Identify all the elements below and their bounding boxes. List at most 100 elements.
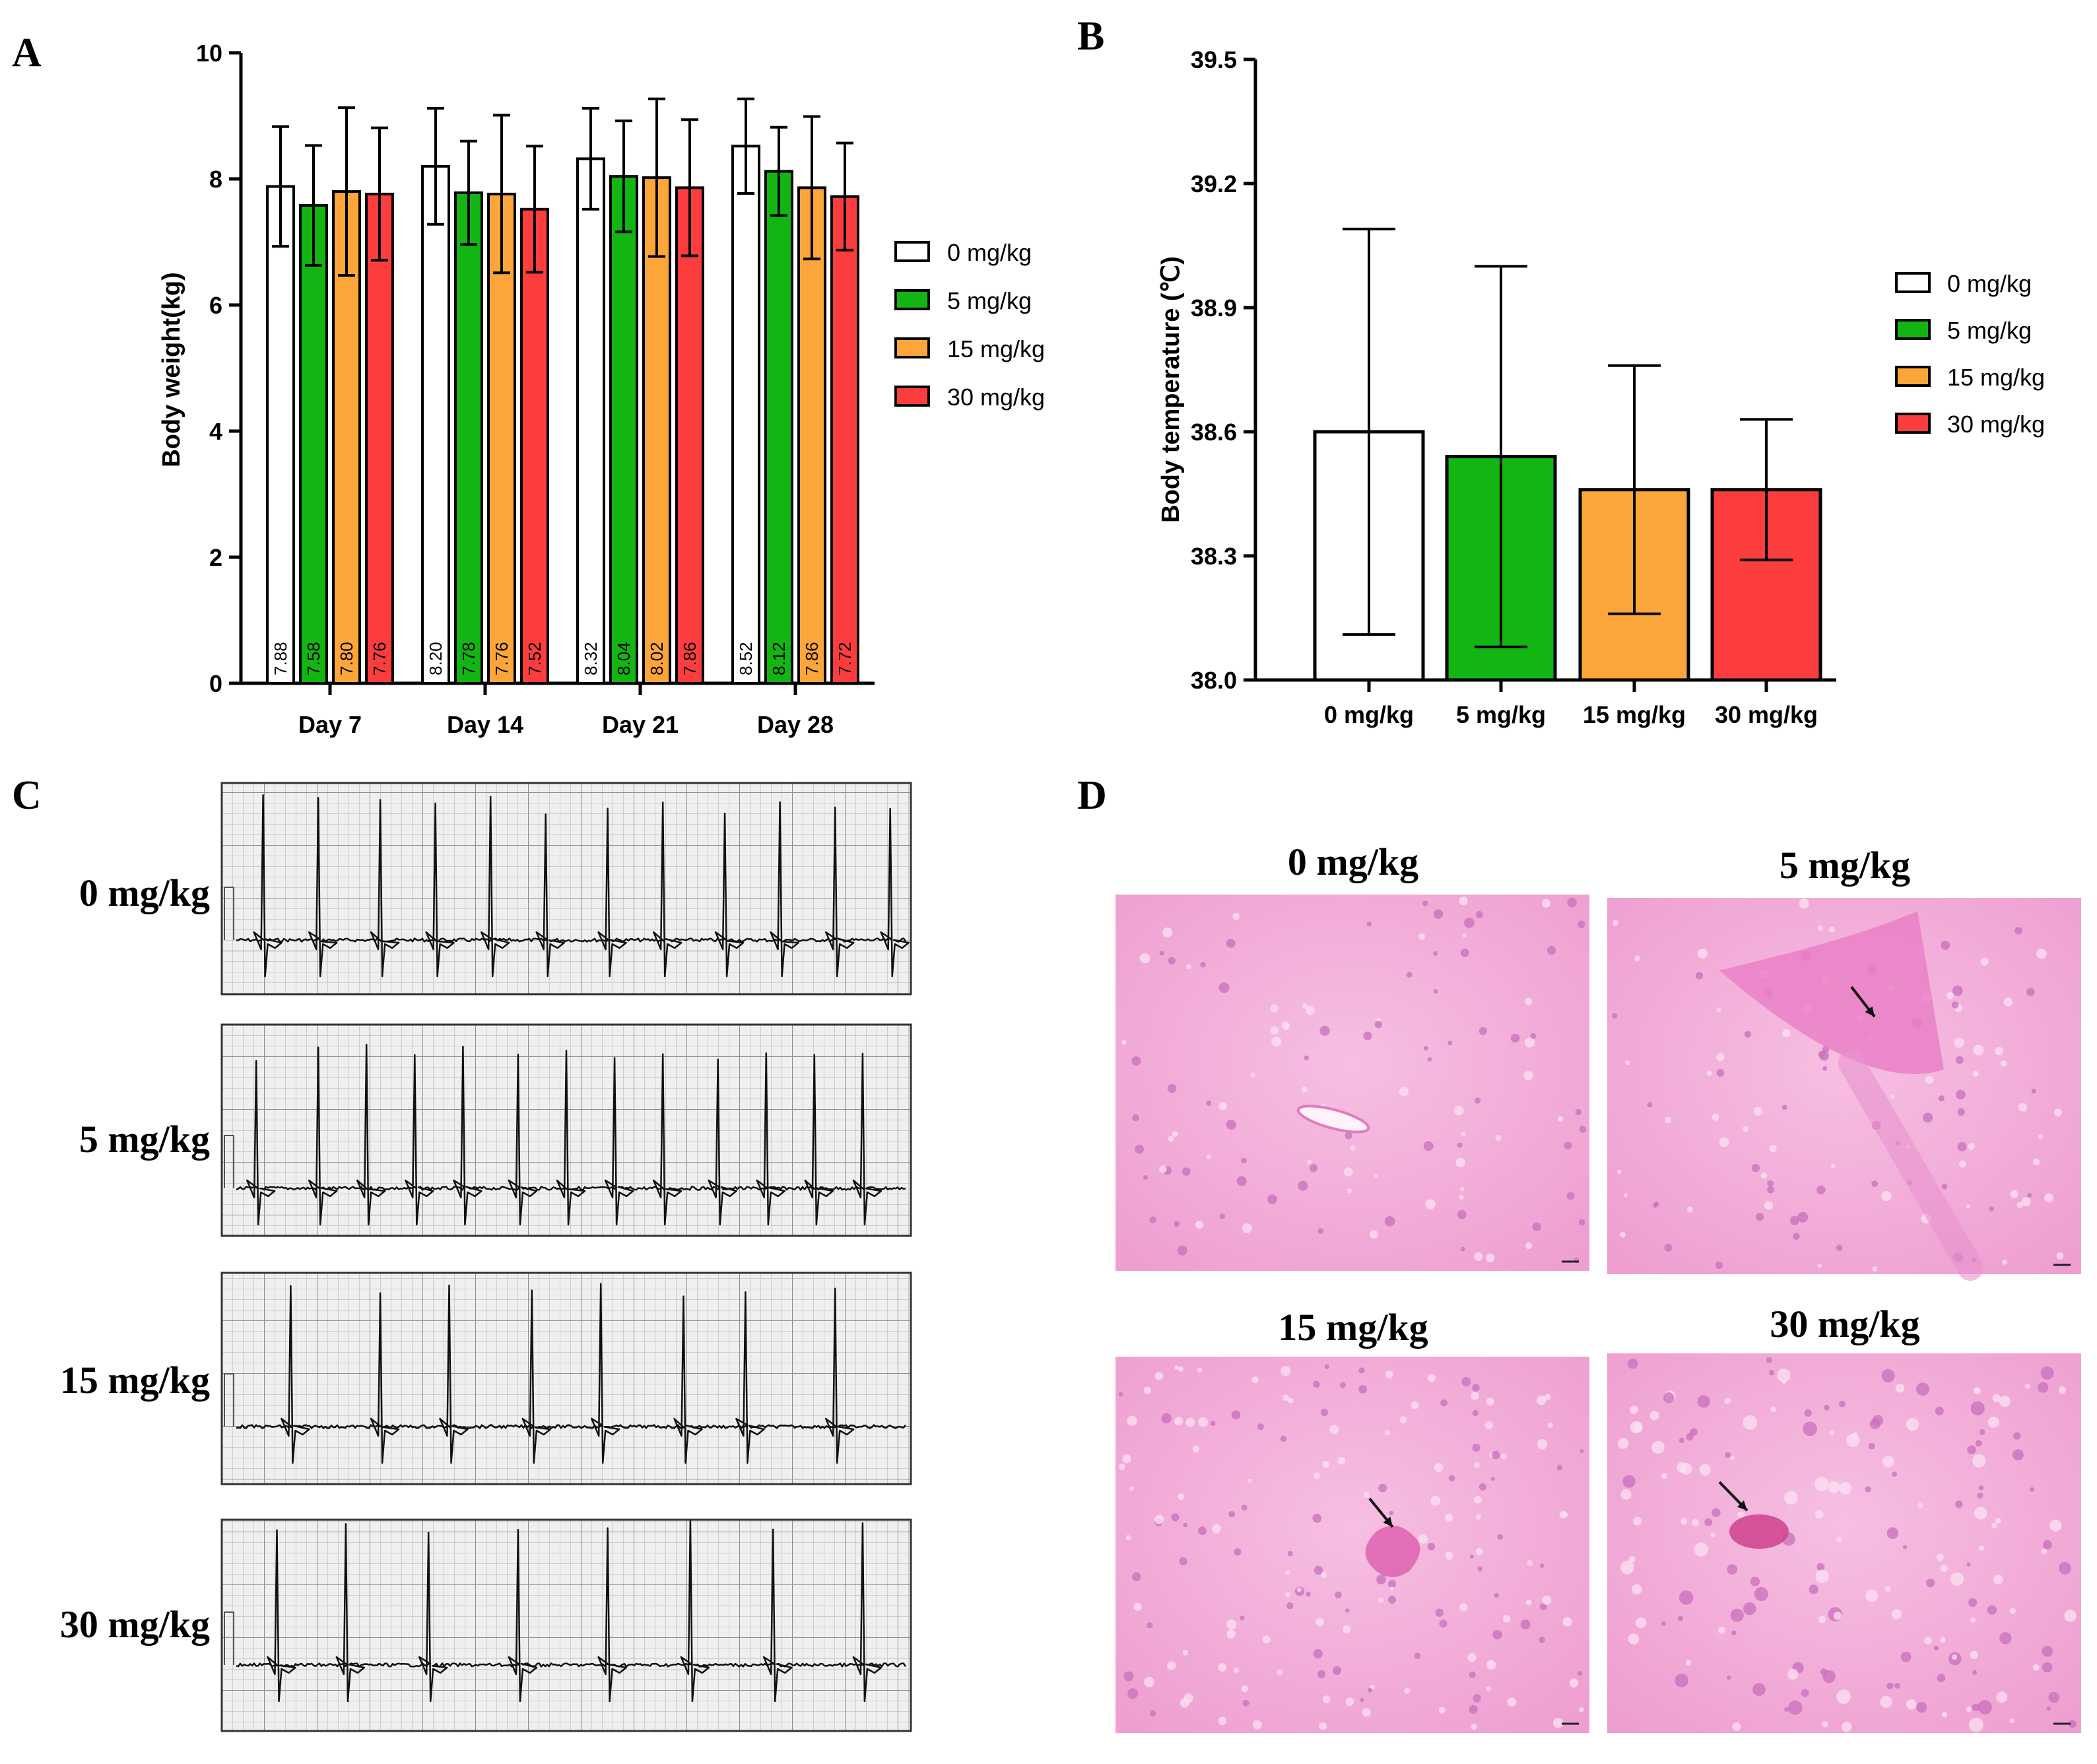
ecg-trace bbox=[236, 1519, 907, 1703]
histology-cell bbox=[1306, 1005, 1315, 1015]
bar bbox=[830, 195, 859, 685]
data-label: 7.76 bbox=[492, 642, 512, 675]
histology-cell bbox=[1306, 1591, 1311, 1597]
histology-cell bbox=[1168, 1136, 1174, 1142]
histology-cell bbox=[1704, 1518, 1713, 1526]
histology-cell bbox=[1474, 1495, 1482, 1504]
histology-cell bbox=[1210, 1421, 1216, 1426]
histology-cell bbox=[1552, 1718, 1564, 1728]
histology-cell bbox=[1819, 1050, 1830, 1061]
histology-cell bbox=[1833, 1611, 1842, 1620]
histology-cell bbox=[1374, 1021, 1382, 1029]
histology-cell bbox=[1547, 1422, 1553, 1428]
histology-cell bbox=[1951, 1001, 1959, 1009]
histology-cell bbox=[1902, 1545, 1908, 1549]
histology-cell bbox=[1149, 1216, 1156, 1223]
histology-cell bbox=[1882, 1456, 1894, 1468]
histology-image bbox=[1607, 1353, 2081, 1733]
histology-cell bbox=[1147, 1622, 1153, 1629]
histology-cell bbox=[1171, 1513, 1180, 1522]
histology-cell bbox=[1567, 897, 1577, 908]
histology-cell bbox=[1317, 1228, 1324, 1234]
histology-cell bbox=[2048, 1691, 2060, 1703]
histology-cell bbox=[1314, 1472, 1320, 1479]
histology-cell bbox=[1411, 1401, 1419, 1409]
histology-cell bbox=[1725, 1452, 1731, 1458]
histology-cell bbox=[1686, 1433, 1694, 1441]
histology-cell bbox=[2059, 1562, 2071, 1575]
histology-cell bbox=[1547, 946, 1556, 955]
ecg-grid bbox=[222, 783, 911, 994]
histology-cell bbox=[1895, 1383, 1905, 1393]
histology-cell bbox=[1159, 951, 1164, 956]
data-label: 7.88 bbox=[271, 642, 290, 675]
histology-cell bbox=[1539, 1563, 1545, 1568]
histology-cell bbox=[1578, 1219, 1585, 1226]
histology-cell bbox=[1497, 1534, 1504, 1540]
histology-cell bbox=[1737, 1511, 1745, 1519]
histology-cell bbox=[1970, 1650, 1978, 1659]
histology-cell bbox=[1296, 1587, 1302, 1592]
histology-cell bbox=[1363, 1031, 1372, 1040]
ecg-calibration bbox=[224, 1611, 234, 1665]
histology-cell bbox=[1445, 1551, 1453, 1560]
histology-cell bbox=[1979, 1545, 1985, 1551]
histology-cell bbox=[1270, 1004, 1279, 1013]
histology-cell bbox=[1234, 1548, 1242, 1556]
histology-cell bbox=[1459, 896, 1468, 906]
histology-cell bbox=[1309, 1164, 1317, 1172]
y-tick-label: 39.2 bbox=[1191, 170, 1237, 197]
histology-cell bbox=[1697, 1395, 1710, 1408]
hemorrhage-focus bbox=[1729, 1514, 1789, 1549]
histology-cell bbox=[1564, 1141, 1572, 1150]
histology-cell bbox=[1345, 1608, 1350, 1613]
histology-cell bbox=[1968, 1143, 1975, 1150]
histology-cell bbox=[1486, 1660, 1496, 1670]
histology-panel: 0 mg/kg 5 mg/kg 15 mg/kg 30 mg/kg bbox=[1115, 840, 2081, 1733]
histology-cell bbox=[1469, 1554, 1474, 1559]
histology-cell bbox=[1987, 1605, 1997, 1615]
histology-cell bbox=[1695, 972, 1704, 980]
data-label: 7.76 bbox=[370, 642, 389, 675]
histology-cell bbox=[1694, 1542, 1708, 1557]
histology-cell bbox=[1510, 1033, 1520, 1043]
histology-cell bbox=[1539, 1603, 1547, 1611]
histology-cell bbox=[1941, 940, 1950, 950]
histology-cell bbox=[1992, 1394, 2001, 1402]
ecg-calibration bbox=[224, 1135, 234, 1188]
histology-cell bbox=[1836, 1536, 1842, 1542]
histology-cell bbox=[1345, 1132, 1352, 1139]
histology-cell bbox=[1477, 1566, 1482, 1572]
histology-cell bbox=[1484, 1421, 1493, 1429]
histology-cell bbox=[1388, 1596, 1396, 1604]
legend-swatch bbox=[1895, 319, 1931, 340]
y-tick-label: 8 bbox=[209, 166, 222, 193]
histology-cell bbox=[1754, 1586, 1768, 1602]
histology-cell bbox=[1675, 1674, 1688, 1687]
legend-entry: 15 mg/kg bbox=[947, 335, 1045, 362]
histology-cell bbox=[1664, 1243, 1673, 1252]
histology-cell bbox=[1764, 1201, 1774, 1210]
histology-cell bbox=[1262, 1635, 1271, 1644]
y-tick-label: 38.6 bbox=[1191, 419, 1237, 446]
histology-cell bbox=[1681, 1518, 1688, 1525]
histology-cell bbox=[1472, 1409, 1479, 1416]
legend-entry: 15 mg/kg bbox=[1947, 364, 2045, 391]
histology-cell bbox=[1978, 1485, 1984, 1491]
histology-cell bbox=[1455, 1157, 1465, 1168]
histology-cell bbox=[1730, 1456, 1735, 1460]
histology-cell bbox=[1154, 1514, 1164, 1524]
histology-cell bbox=[1362, 1708, 1371, 1717]
histology-cell bbox=[1679, 1590, 1694, 1605]
histology-cell bbox=[1940, 1637, 1946, 1643]
histology-cell bbox=[2010, 1190, 2018, 1198]
histology-cell bbox=[1692, 1518, 1700, 1526]
histology-cell bbox=[1159, 1165, 1167, 1173]
histology-cell bbox=[1423, 1046, 1428, 1051]
histology-cell bbox=[1753, 1106, 1763, 1116]
histology-cell bbox=[1312, 1513, 1322, 1523]
histology-cell bbox=[1251, 1376, 1259, 1383]
histology-cell bbox=[1715, 1261, 1723, 1270]
y-tick-label: 2 bbox=[209, 544, 222, 571]
histology-cell bbox=[2042, 1540, 2052, 1549]
